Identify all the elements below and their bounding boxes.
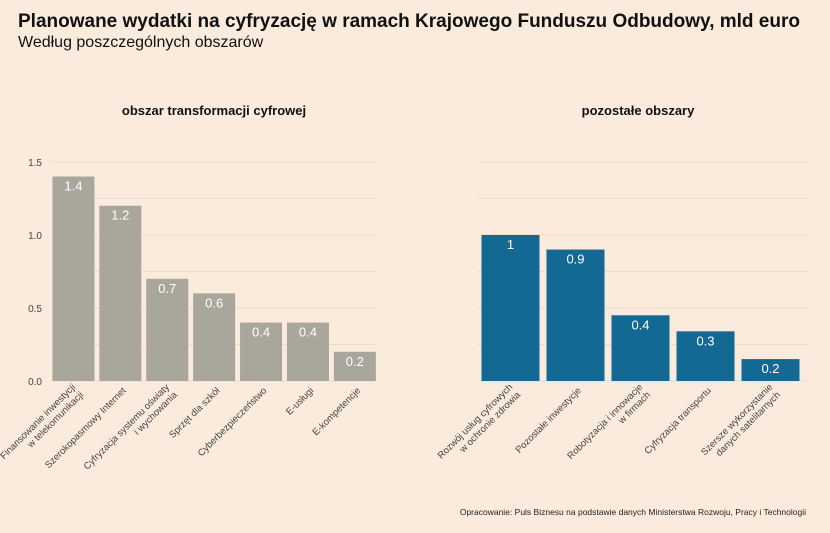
y-tick-label: 1.0 [28,231,42,242]
bar [547,250,605,381]
bar [52,177,94,381]
bar-value-label: 0.3 [696,333,714,348]
y-tick-label: 0.0 [28,377,42,388]
panel-title: obszar transformacji cyfrowej [122,103,306,118]
y-tick-label: 1.5 [28,158,42,169]
bar-value-label: 0.4 [252,325,270,340]
y-tick-label: 0.5 [28,304,42,315]
bar [482,235,540,381]
bar-value-label: 0.2 [761,361,779,376]
category-label-line: Rozwój usług cyfrowych [436,382,515,461]
bar-chart-canvas: obszar transformacji cyfrowej 0.0 0.5 1.0 1.… [0,0,830,533]
bar-value-label: 0.2 [346,354,364,369]
bar-value-label: 0.4 [299,325,317,340]
bar-value-label: 0.6 [205,295,223,310]
bar-value-label: 1 [507,237,514,252]
bar-value-label: 1.2 [111,208,129,223]
bar-value-label: 0.7 [158,281,176,296]
panel-title: pozostałe obszary [582,103,695,118]
category-label-line: E-usługi [284,385,316,417]
source-note: Opracowanie: Puls Biznesu na podstawie d… [460,507,806,517]
category-label-line: E-kompetencje [311,385,364,438]
category-label: E-kompetencje [311,385,364,438]
bar-value-label: 0.9 [566,252,584,267]
bar [99,206,141,381]
category-label: E-usługi [284,385,316,417]
category-label-line: Cyfryzacja systemu oświaty [82,382,172,472]
bar-value-label: 1.4 [64,179,82,194]
bar-value-label: 0.4 [631,317,649,332]
